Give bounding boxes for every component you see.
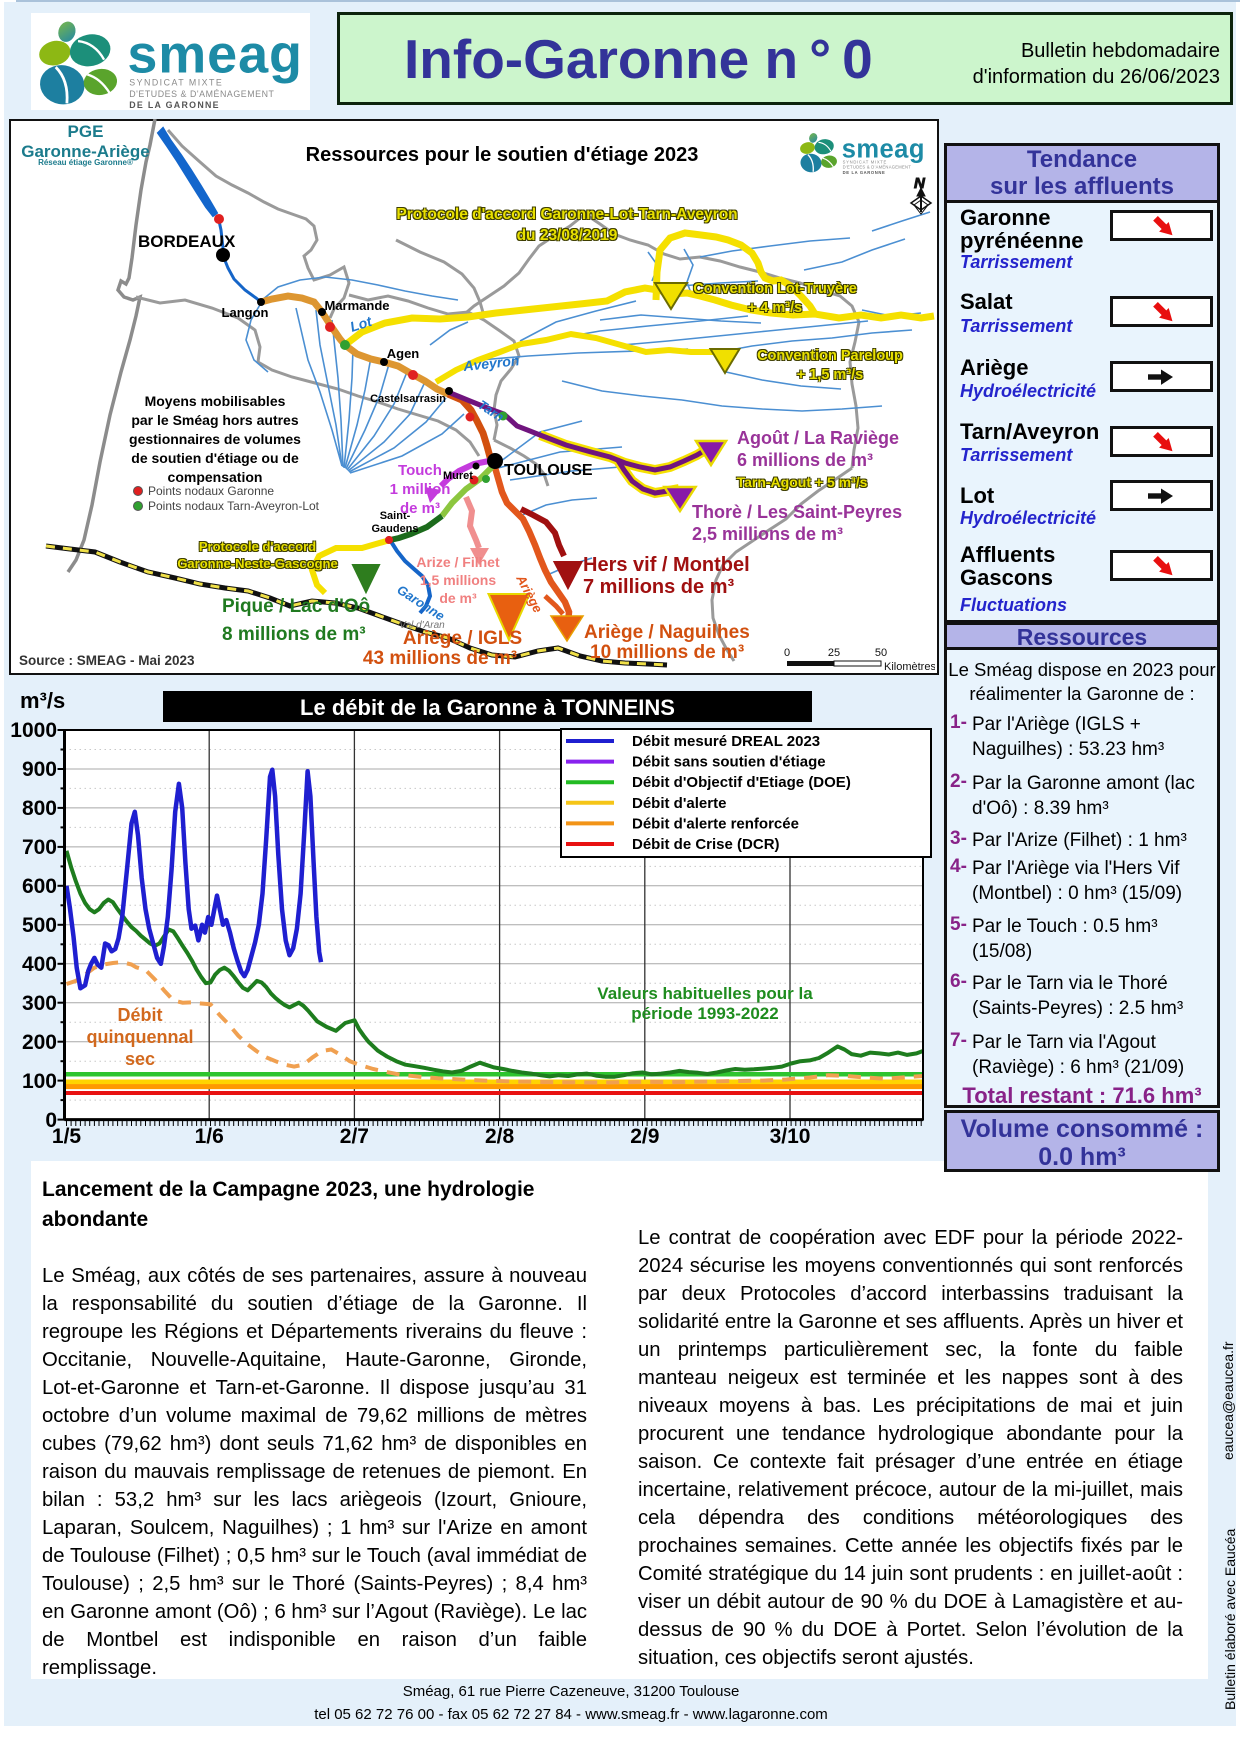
svg-text:Débit de Crise (DCR): Débit de Crise (DCR) [632,836,780,853]
svg-text:Débit d'Objectif d'Etiage (DOE: Débit d'Objectif d'Etiage (DOE) [632,774,851,791]
svg-text:smeag: smeag [842,135,925,163]
svg-text:Aveyron: Aveyron [462,352,520,374]
svg-text:2/8: 2/8 [485,1125,515,1148]
svg-text:2/9: 2/9 [630,1125,659,1148]
svg-text:Débit d'alerte: Débit d'alerte [632,795,726,812]
svg-text:D'ETUDES & D'AMÉNAGEMENT: D'ETUDES & D'AMÉNAGEMENT [843,165,912,170]
svg-text:Valeurs habituelles pour la: Valeurs habituelles pour la [597,984,813,1003]
svg-text:sec: sec [125,1049,155,1069]
svg-text:SYNDICAT MIXTE: SYNDICAT MIXTE [843,159,887,164]
svg-text:25: 25 [828,647,840,659]
svg-text:50: 50 [875,647,887,659]
svg-text:période 1993-2022: période 1993-2022 [631,1004,778,1023]
svg-text:300: 300 [22,992,57,1015]
svg-text:900: 900 [22,758,57,781]
svg-text:100: 100 [22,1070,57,1093]
svg-text:D'ETUDES & D'AMÉNAGEMENT: D'ETUDES & D'AMÉNAGEMENT [129,89,274,99]
svg-text:quinquennal: quinquennal [87,1027,194,1047]
svg-text:400: 400 [22,953,57,976]
svg-text:smeag: smeag [127,25,303,85]
svg-text:2/7: 2/7 [340,1125,369,1148]
svg-text:0: 0 [45,1109,57,1132]
svg-text:600: 600 [22,875,57,898]
svg-text:200: 200 [22,1031,57,1054]
svg-text:Débit sans soutien d'étiage: Débit sans soutien d'étiage [632,754,826,771]
svg-text:Débit mesuré DREAL 2023: Débit mesuré DREAL 2023 [632,733,820,750]
svg-text:0: 0 [784,647,790,659]
svg-text:N: N [914,175,926,192]
svg-text:500: 500 [22,914,57,937]
svg-text:700: 700 [22,836,57,859]
svg-text:Débit d'alerte renforcée: Débit d'alerte renforcée [632,815,799,832]
svg-text:SYNDICAT MIXTE: SYNDICAT MIXTE [129,78,223,88]
svg-text:Débit: Débit [118,1005,163,1025]
svg-text:Kilomètres: Kilomètres [884,661,935,671]
svg-text:3/10: 3/10 [770,1125,811,1148]
svg-text:800: 800 [22,797,57,820]
svg-text:1/5: 1/5 [52,1125,82,1148]
svg-text:DE LA GARONNE: DE LA GARONNE [843,170,886,175]
svg-text:Lot: Lot [348,312,375,334]
svg-text:1000: 1000 [10,719,57,742]
svg-text:DE LA GARONNE: DE LA GARONNE [129,100,220,110]
svg-text:1/6: 1/6 [195,1125,224,1148]
